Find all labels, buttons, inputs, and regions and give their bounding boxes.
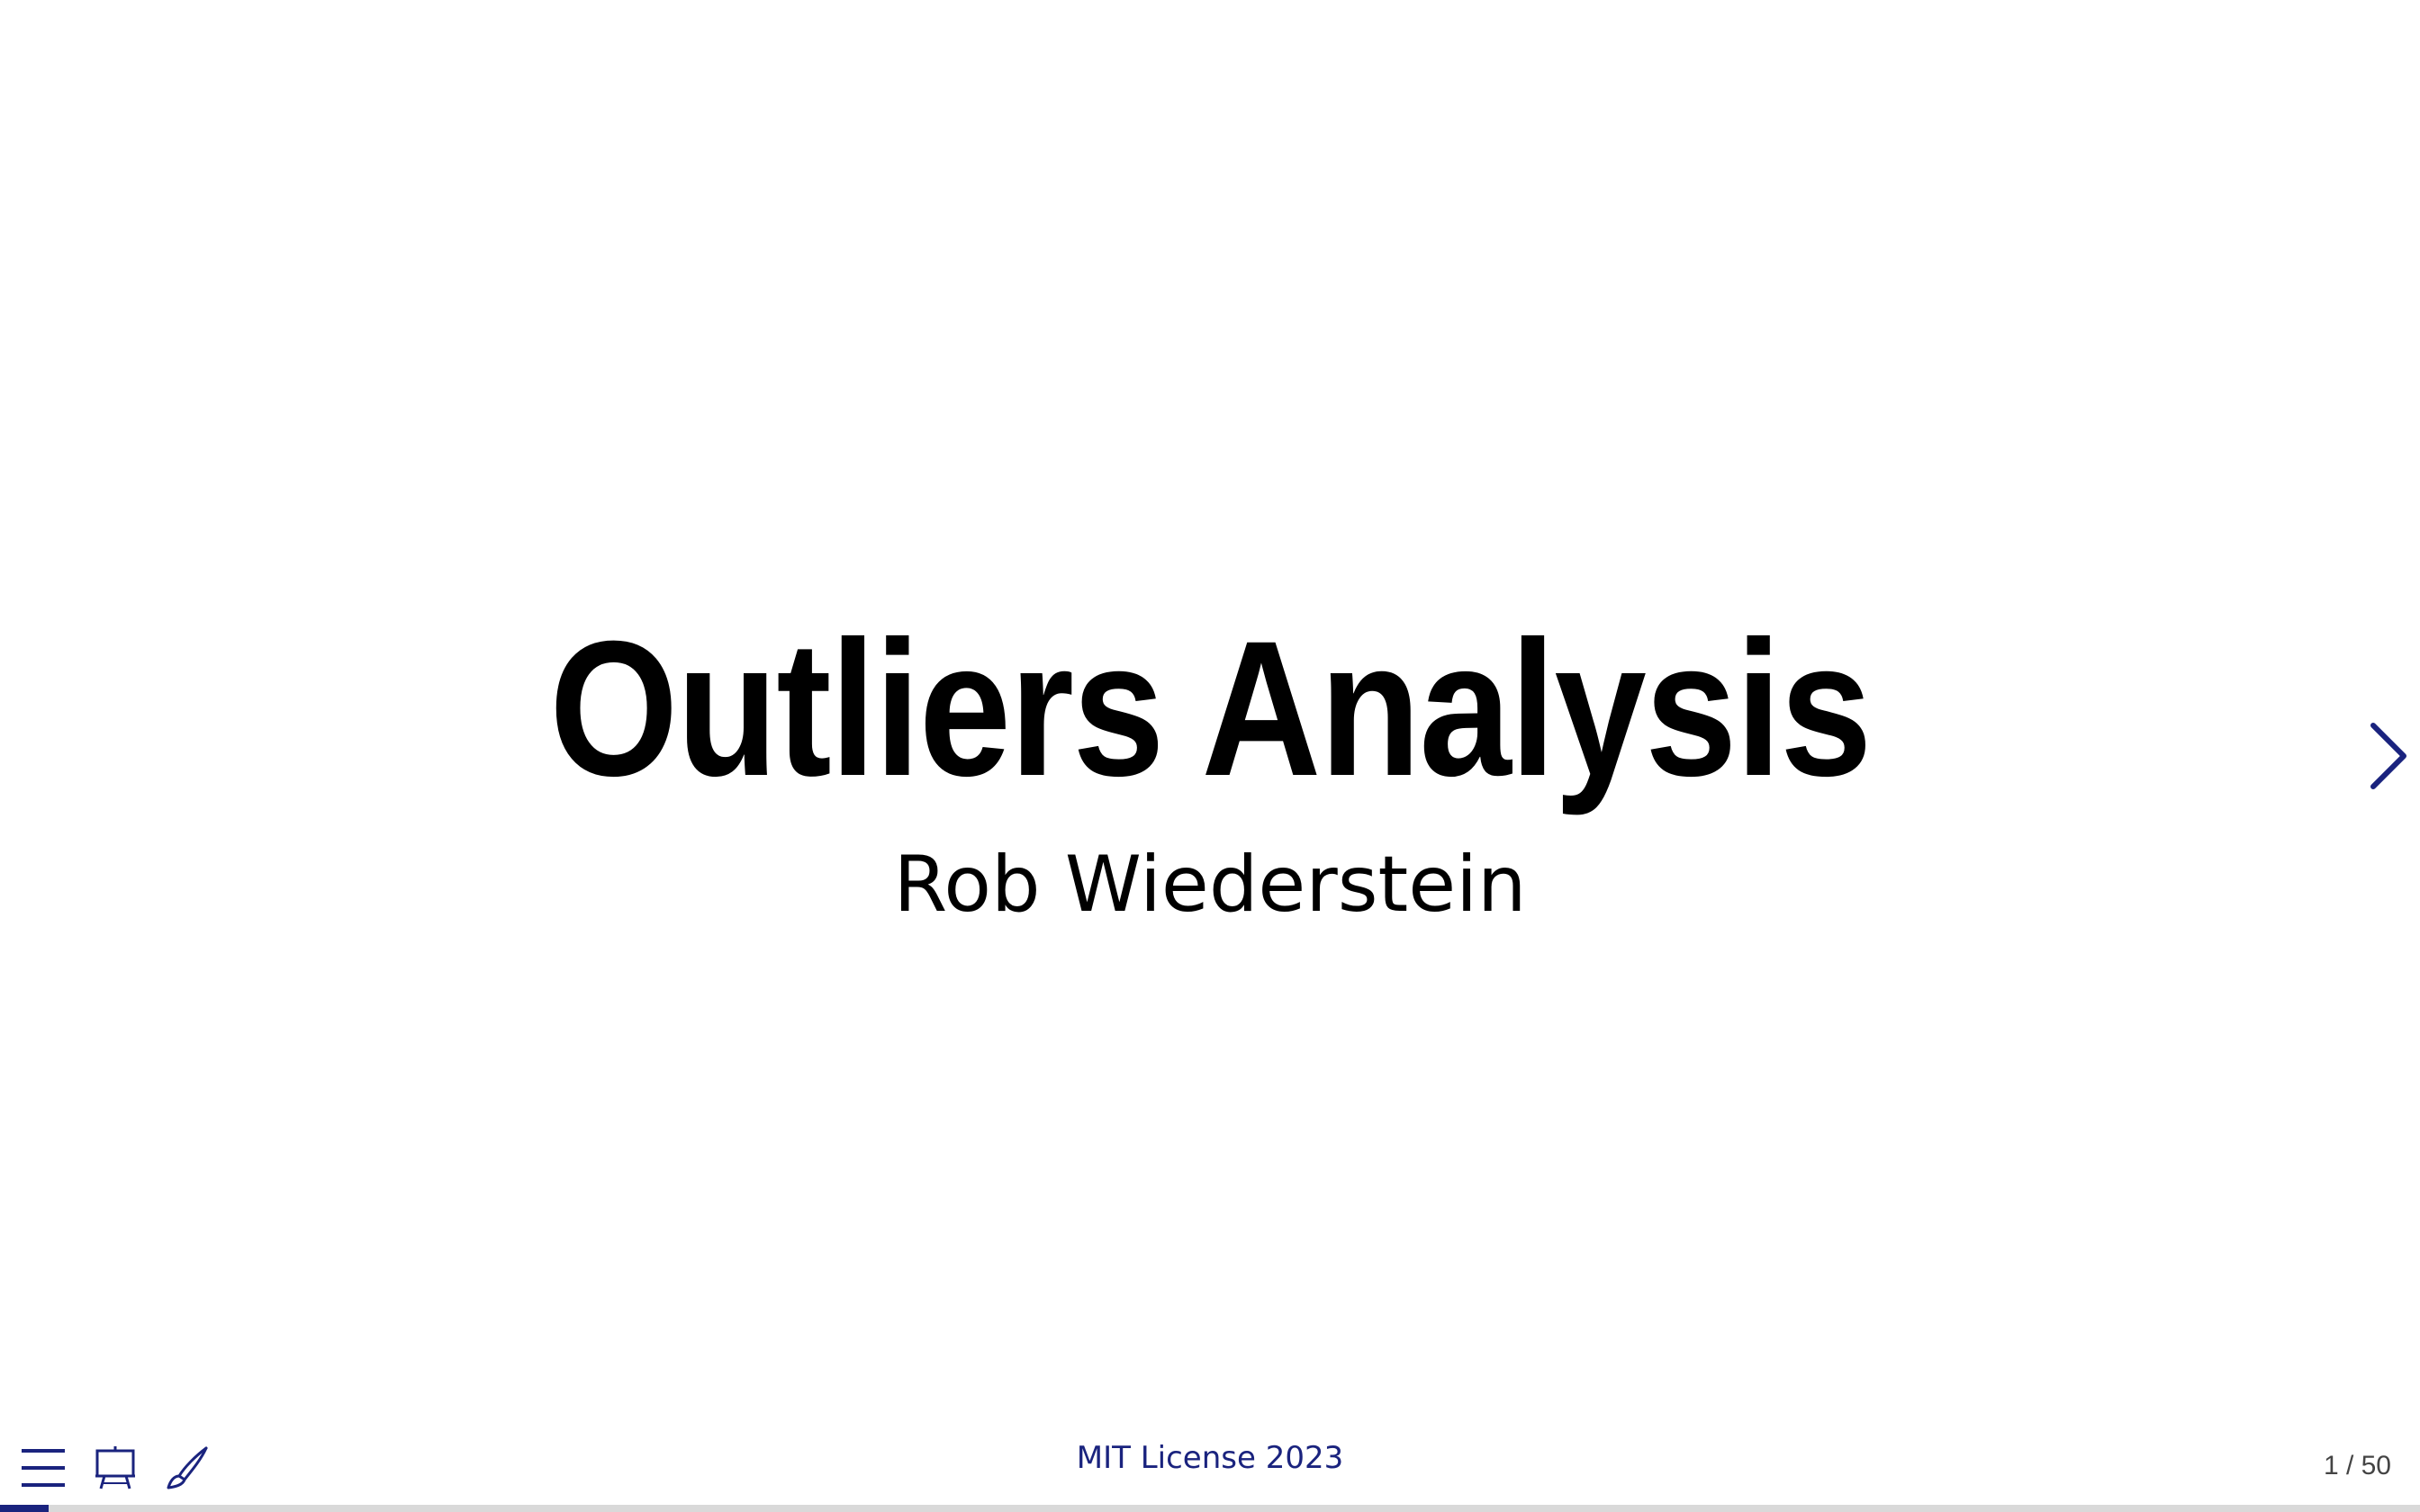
next-slide-button[interactable] — [2364, 720, 2411, 792]
footer-license: MIT License 2023 — [1076, 1440, 1344, 1476]
overview-button[interactable] — [92, 1444, 139, 1491]
presentation-easel-icon — [95, 1446, 135, 1490]
menu-icon — [22, 1449, 65, 1487]
progress-bar-fill — [0, 1505, 49, 1512]
brush-icon — [167, 1446, 208, 1490]
slide-number: 1 / 50 — [2323, 1451, 2391, 1480]
slide-title: Outliers Analysis — [549, 601, 1872, 816]
slide-author: Rob Wiederstein — [893, 840, 1527, 930]
chevron-right-icon — [2370, 723, 2406, 789]
drawing-button[interactable] — [164, 1444, 211, 1491]
slide-toolbar — [20, 1442, 211, 1494]
progress-bar — [0, 1505, 2420, 1512]
menu-button[interactable] — [20, 1444, 67, 1491]
